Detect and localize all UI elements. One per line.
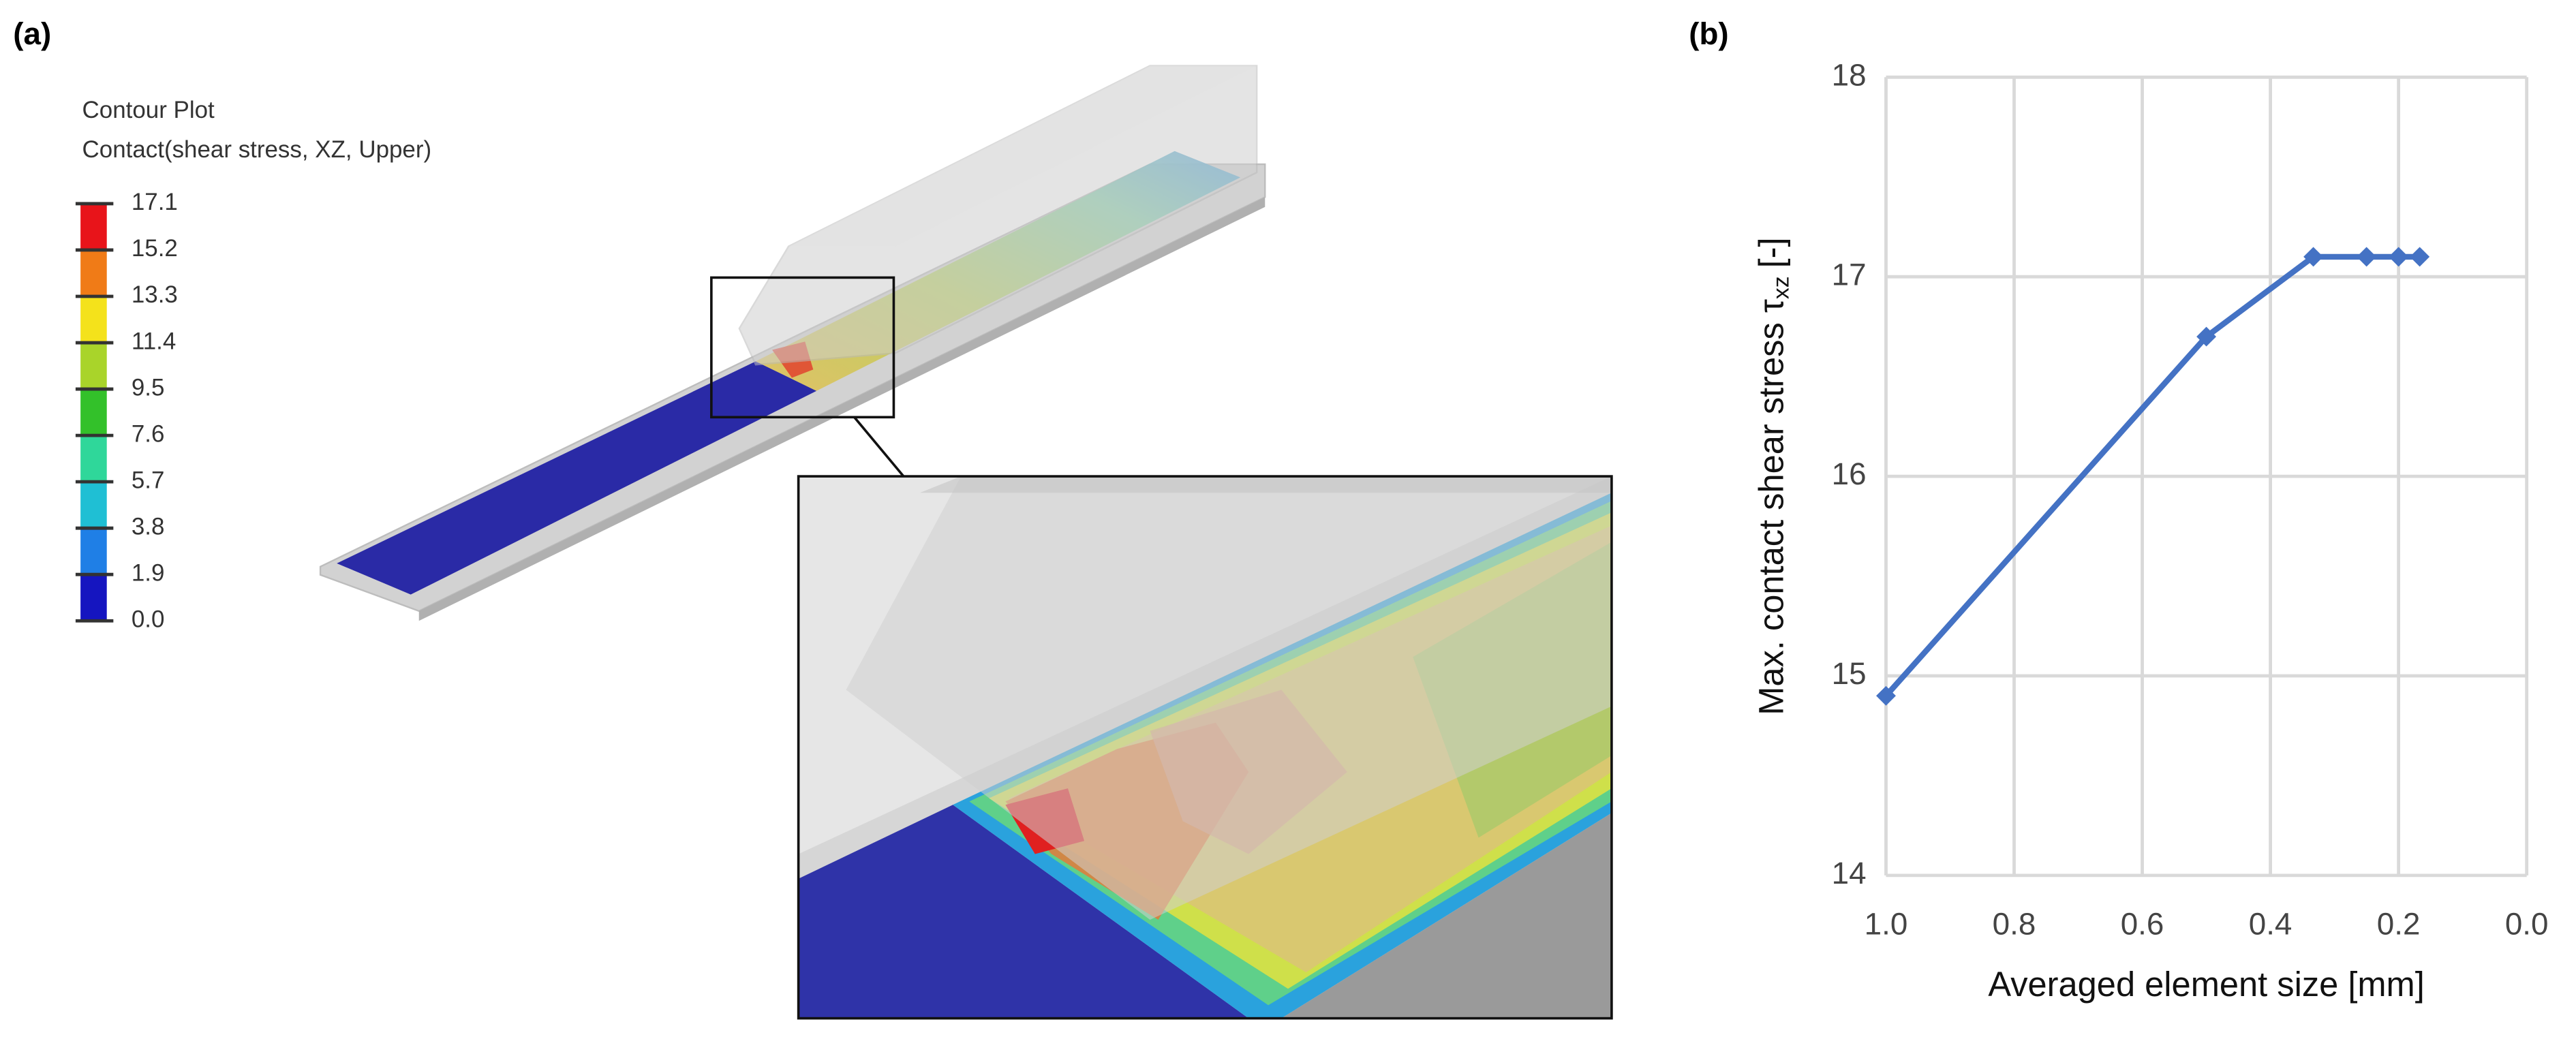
- legend-swatch: [80, 249, 107, 296]
- legend-label: 17.1: [132, 189, 178, 215]
- marker: [2389, 247, 2409, 267]
- legend-swatch: [80, 203, 107, 250]
- y-axis-title-suffix: [-]: [1752, 237, 1791, 268]
- legend-label: 11.4: [132, 328, 176, 354]
- y-tick-label: 18: [1832, 57, 1867, 92]
- marker: [2410, 247, 2430, 267]
- x-tick-label: 0.4: [2249, 907, 2293, 942]
- legend-swatch: [80, 435, 107, 482]
- line-chart: Averaged element size [mm] Max. contact …: [1752, 57, 2549, 1004]
- legend-label: 15.2: [132, 235, 178, 262]
- contact-strip: [337, 361, 817, 595]
- legend-label: 1.9: [132, 559, 165, 586]
- punch-top: [788, 65, 1257, 247]
- legend-swatch: [80, 296, 107, 343]
- x-axis-title: Averaged element size [mm]: [1988, 965, 2424, 1004]
- legend-label: 13.3: [132, 281, 178, 308]
- contour-legend: Contour Plot Contact(shear stress, XZ, U…: [75, 97, 432, 632]
- marker: [2357, 247, 2377, 267]
- fe-model: [319, 65, 1266, 621]
- legend-swatch: [80, 482, 107, 529]
- y-axis-title: Max. contact shear stress τxz [-]: [1752, 237, 1794, 715]
- marker: [1876, 685, 1896, 706]
- y-axis-title-text: Max. contact shear stress τ: [1752, 299, 1791, 715]
- marker: [2303, 247, 2324, 267]
- inset-frame: [797, 475, 1613, 1020]
- y-tick-label: 16: [1832, 456, 1867, 491]
- x-tick-label: 0.6: [2121, 907, 2164, 942]
- legend-title: Contour Plot: [82, 97, 215, 123]
- legend-label: 5.7: [132, 467, 165, 493]
- inset: [798, 476, 1612, 1019]
- y-axis-title-subscript: xz: [1768, 276, 1794, 299]
- legend-swatch: [80, 389, 107, 436]
- y-tick-label: 17: [1832, 257, 1867, 292]
- legend-subtitle: Contact(shear stress, XZ, Upper): [82, 136, 432, 163]
- legend-label: 0.0: [132, 606, 165, 632]
- legend-swatch: [80, 574, 107, 621]
- x-tick-label: 0.2: [2377, 907, 2421, 942]
- legend-label: 9.5: [132, 374, 165, 401]
- legend-label: 7.6: [132, 420, 165, 447]
- x-tick-label: 1.0: [1865, 907, 1908, 942]
- legend-label: 3.8: [132, 513, 165, 540]
- zoom-line: [853, 416, 905, 478]
- y-tick-label: 15: [1832, 656, 1867, 691]
- x-tick-label: 0.0: [2505, 907, 2549, 942]
- legend-swatch: [80, 528, 107, 575]
- zoom-box: [710, 276, 895, 419]
- panel-label: (a): [13, 16, 51, 51]
- tray-side: [418, 197, 1266, 621]
- x-tick-label: 0.8: [1993, 907, 2036, 942]
- legend-swatch: [80, 343, 107, 390]
- panel-label: (b): [1689, 16, 1728, 51]
- y-tick-label: 14: [1832, 856, 1867, 890]
